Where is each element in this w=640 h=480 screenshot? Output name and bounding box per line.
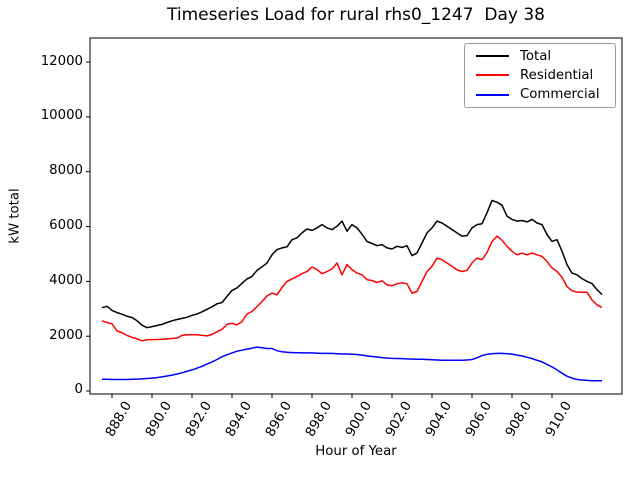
y-tick-label: 8000 bbox=[49, 163, 83, 179]
legend-label-residential: Residential bbox=[520, 67, 594, 83]
axes-frame bbox=[89, 37, 623, 395]
y-axis-label: kW total bbox=[7, 188, 23, 244]
legend-item-commercial: Commercial bbox=[476, 88, 615, 101]
total-line bbox=[101, 199, 603, 329]
legend-label-total: Total bbox=[520, 48, 552, 64]
x-axis-label: Hour of Year bbox=[315, 444, 397, 459]
y-tick-label: 2000 bbox=[49, 327, 83, 343]
legend-line-commercial bbox=[476, 93, 509, 96]
legend-item-total: Total bbox=[476, 48, 615, 64]
chart-title: Timeseries Load for rural rhs0_1247 Day … bbox=[167, 5, 545, 25]
commercial-line bbox=[101, 346, 602, 382]
legend-label-commercial: Commercial bbox=[520, 86, 600, 102]
y-tick-label: 4000 bbox=[49, 272, 83, 288]
y-tick-label: 12000 bbox=[40, 53, 83, 69]
legend-line-total bbox=[476, 55, 509, 58]
legend-item-residential: Residential bbox=[476, 69, 615, 82]
y-tick-label: 0 bbox=[74, 382, 83, 398]
legend: Total Residential Commercial bbox=[464, 43, 616, 108]
legend-line-residential bbox=[476, 74, 509, 77]
residential-line bbox=[101, 235, 603, 342]
y-tick-label: 6000 bbox=[49, 218, 83, 234]
y-tick-label: 10000 bbox=[40, 108, 83, 124]
